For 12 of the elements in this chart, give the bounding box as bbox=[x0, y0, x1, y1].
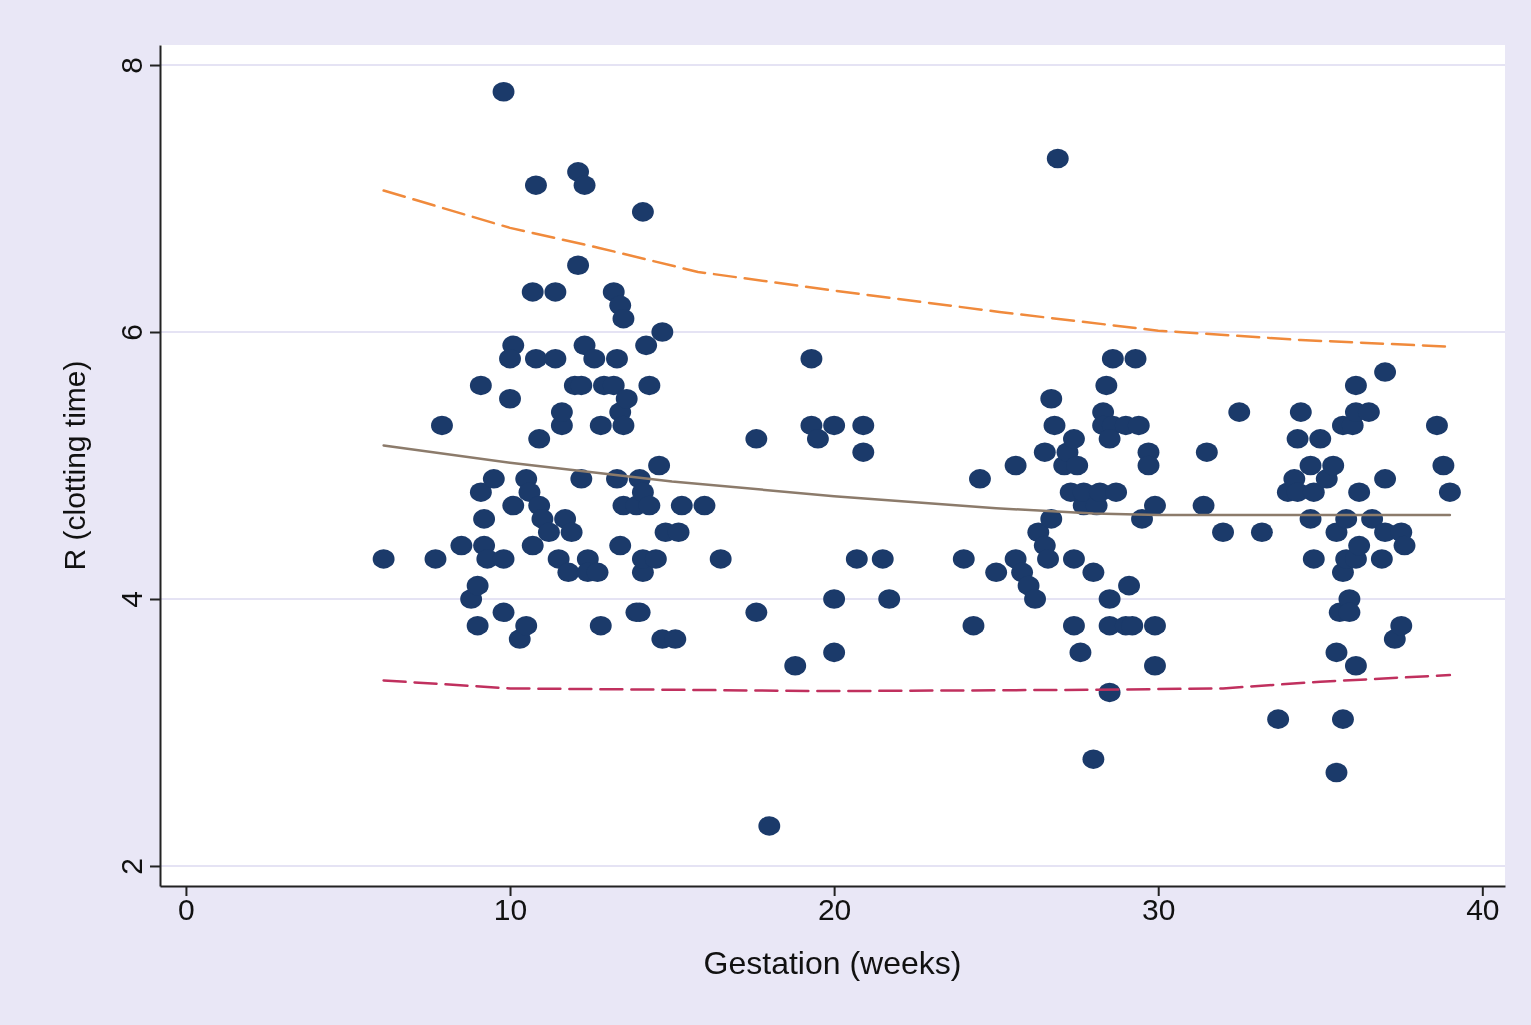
x-tick-label: 0 bbox=[178, 893, 195, 927]
x-tick-label: 20 bbox=[817, 893, 852, 927]
x-tick-label: 30 bbox=[1142, 893, 1176, 927]
y-tick-label: 2 bbox=[115, 858, 148, 875]
x-tick-label: 10 bbox=[493, 893, 528, 927]
y-tick-label: 6 bbox=[115, 324, 148, 341]
line-series bbox=[382, 673, 1452, 693]
y-tick-label: 4 bbox=[115, 591, 148, 608]
x-axis-title: Gestation (weeks) bbox=[703, 945, 962, 981]
y-axis-title: R (clotting time) bbox=[58, 360, 91, 571]
y-tick-label: 8 bbox=[115, 57, 148, 74]
x-tick-label: 40 bbox=[1466, 893, 1500, 927]
